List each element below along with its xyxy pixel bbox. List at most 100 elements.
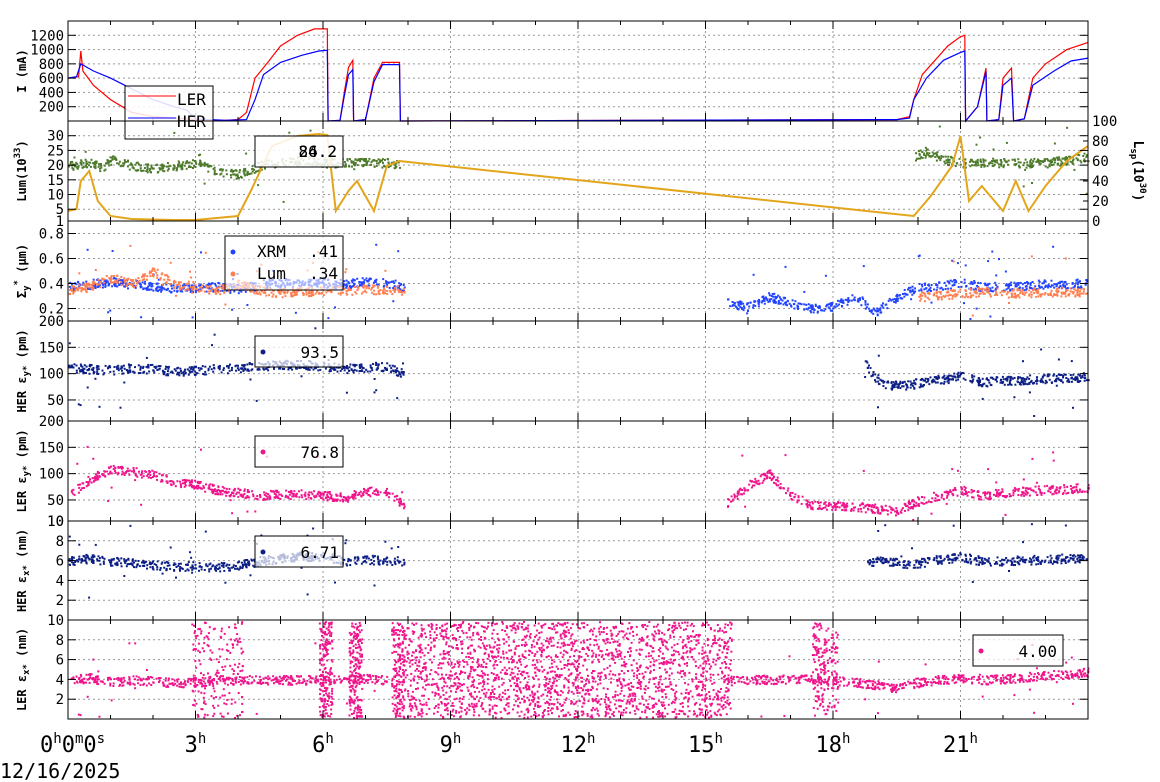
data-point — [373, 284, 376, 287]
data-point — [1020, 494, 1023, 496]
data-point — [203, 182, 206, 185]
data-point — [202, 373, 205, 375]
data-point — [877, 308, 880, 311]
data-point — [346, 158, 349, 161]
data-point — [731, 499, 734, 502]
data-point — [283, 368, 286, 370]
data-point — [170, 284, 173, 287]
data-point — [924, 283, 926, 286]
data-point — [138, 470, 140, 473]
data-point — [144, 280, 146, 283]
data-point — [924, 379, 926, 382]
data-point — [187, 280, 190, 283]
data-point — [402, 372, 405, 375]
data-point — [762, 473, 765, 476]
data-point — [152, 275, 155, 278]
data-point — [238, 171, 241, 174]
data-point — [375, 363, 378, 365]
data-point — [312, 294, 315, 296]
legend-label: LER — [177, 90, 206, 109]
data-point — [927, 500, 930, 503]
data-point — [305, 291, 308, 294]
y-axis-label: I (mA) — [15, 49, 29, 92]
data-point — [235, 169, 238, 172]
data-point — [994, 494, 997, 497]
data-point — [201, 284, 204, 287]
data-point — [161, 283, 164, 286]
data-point — [913, 386, 916, 389]
data-point — [818, 504, 821, 507]
data-point — [997, 163, 1000, 166]
data-point — [246, 173, 249, 176]
data-point — [964, 264, 967, 267]
data-point — [176, 285, 179, 288]
data-point — [972, 378, 975, 381]
data-point — [941, 288, 944, 291]
data-point — [377, 363, 380, 366]
data-point — [347, 498, 350, 501]
data-point — [1019, 292, 1022, 295]
data-point — [931, 151, 934, 154]
data-point — [149, 281, 152, 284]
data-point — [908, 500, 910, 503]
data-point — [118, 278, 121, 280]
data-point — [363, 284, 366, 287]
data-point — [973, 291, 976, 294]
data-point — [175, 294, 177, 297]
data-point — [68, 364, 71, 367]
data-point — [953, 375, 956, 378]
data-point — [1056, 377, 1058, 380]
data-point — [939, 159, 942, 162]
data-point — [221, 169, 224, 172]
data-point — [991, 162, 994, 165]
data-point — [188, 284, 191, 287]
data-point — [166, 278, 169, 281]
data-point — [977, 164, 980, 167]
data-point — [859, 298, 861, 301]
data-point — [808, 504, 811, 506]
data-point — [936, 377, 939, 380]
data-point — [389, 290, 392, 293]
data-point — [292, 294, 295, 297]
data-point — [193, 487, 196, 490]
data-point — [963, 278, 966, 281]
data-point — [1026, 164, 1029, 167]
data-point — [142, 365, 145, 368]
data-point — [946, 380, 949, 383]
data-point — [116, 473, 119, 476]
y-tick-label: 10 — [47, 188, 64, 204]
data-point — [111, 250, 114, 252]
data-point — [110, 465, 112, 468]
data-point — [290, 292, 292, 295]
data-point — [237, 368, 240, 371]
legend-marker — [230, 249, 236, 255]
data-point — [385, 490, 387, 492]
data-point — [833, 504, 836, 507]
data-point — [1029, 487, 1032, 490]
data-point — [71, 492, 74, 495]
data-point — [1003, 158, 1006, 160]
data-point — [231, 170, 234, 173]
data-point — [90, 481, 93, 484]
data-point — [974, 289, 977, 292]
data-point — [349, 363, 352, 366]
data-point — [71, 287, 74, 290]
data-point — [129, 371, 132, 374]
data-point — [738, 488, 741, 491]
data-point — [978, 295, 980, 298]
data-point — [136, 475, 139, 478]
data-point — [384, 292, 386, 295]
data-point — [838, 303, 840, 306]
data-point — [832, 506, 835, 509]
data-point — [913, 379, 916, 382]
data-point — [969, 282, 972, 285]
data-point — [111, 158, 114, 161]
data-point — [170, 484, 173, 487]
data-point — [102, 281, 105, 284]
data-point — [109, 160, 112, 163]
data-point — [1042, 281, 1045, 284]
data-point — [967, 491, 970, 494]
data-point — [368, 284, 371, 287]
data-point — [277, 491, 280, 494]
